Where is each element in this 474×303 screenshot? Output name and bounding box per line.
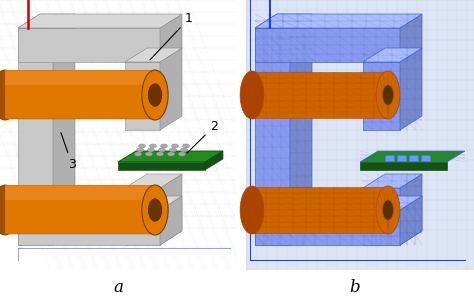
Polygon shape — [125, 62, 160, 130]
Polygon shape — [118, 151, 223, 162]
Text: a: a — [113, 278, 123, 295]
Polygon shape — [363, 62, 400, 130]
Ellipse shape — [376, 186, 400, 234]
Polygon shape — [160, 174, 182, 245]
Bar — [385, 155, 394, 161]
Polygon shape — [18, 14, 75, 28]
Ellipse shape — [156, 152, 164, 156]
Ellipse shape — [146, 152, 153, 156]
Polygon shape — [18, 196, 182, 210]
Polygon shape — [18, 28, 53, 245]
Ellipse shape — [170, 148, 176, 152]
Ellipse shape — [240, 71, 264, 119]
Ellipse shape — [0, 70, 18, 120]
Polygon shape — [255, 14, 422, 28]
Polygon shape — [363, 174, 422, 188]
Polygon shape — [400, 14, 422, 62]
Polygon shape — [252, 72, 388, 118]
Polygon shape — [5, 186, 155, 234]
Ellipse shape — [147, 148, 155, 152]
Ellipse shape — [383, 85, 393, 105]
Bar — [236, 0, 246, 270]
Polygon shape — [5, 185, 155, 187]
Ellipse shape — [0, 185, 18, 235]
Ellipse shape — [149, 144, 156, 148]
Polygon shape — [125, 48, 182, 62]
Polygon shape — [18, 28, 160, 62]
Bar — [237, 0, 474, 270]
Polygon shape — [205, 151, 223, 170]
Ellipse shape — [172, 144, 179, 148]
Ellipse shape — [142, 185, 168, 235]
Bar — [421, 155, 430, 161]
Polygon shape — [400, 48, 422, 130]
Ellipse shape — [179, 152, 185, 156]
Polygon shape — [252, 187, 388, 233]
Polygon shape — [18, 210, 160, 245]
Ellipse shape — [182, 144, 190, 148]
Polygon shape — [5, 70, 155, 72]
Polygon shape — [400, 174, 422, 245]
Text: 3: 3 — [61, 133, 76, 171]
Ellipse shape — [240, 186, 264, 234]
Text: 1: 1 — [150, 12, 193, 60]
Ellipse shape — [148, 84, 162, 106]
Polygon shape — [125, 174, 182, 188]
Polygon shape — [5, 71, 155, 85]
Ellipse shape — [138, 144, 146, 148]
Polygon shape — [255, 14, 312, 28]
Text: 2: 2 — [187, 120, 218, 153]
Polygon shape — [255, 28, 290, 245]
Ellipse shape — [137, 148, 144, 152]
Bar — [409, 155, 418, 161]
Ellipse shape — [135, 152, 142, 156]
Ellipse shape — [383, 200, 393, 220]
Ellipse shape — [148, 199, 162, 221]
Ellipse shape — [142, 70, 168, 120]
Polygon shape — [255, 210, 400, 245]
Polygon shape — [363, 48, 422, 62]
Polygon shape — [53, 14, 75, 245]
Polygon shape — [255, 28, 400, 62]
Polygon shape — [255, 196, 422, 210]
Polygon shape — [290, 14, 312, 245]
Polygon shape — [125, 188, 160, 245]
Polygon shape — [118, 162, 205, 170]
Polygon shape — [360, 162, 447, 170]
Ellipse shape — [158, 148, 165, 152]
Ellipse shape — [376, 71, 400, 119]
Text: b: b — [350, 278, 360, 295]
Polygon shape — [5, 71, 155, 119]
Polygon shape — [160, 48, 182, 130]
Ellipse shape — [167, 152, 174, 156]
Polygon shape — [18, 14, 182, 28]
Polygon shape — [363, 188, 400, 245]
Polygon shape — [5, 186, 155, 200]
Ellipse shape — [161, 144, 167, 148]
Polygon shape — [360, 151, 465, 162]
Bar — [397, 155, 406, 161]
Polygon shape — [160, 196, 182, 245]
Ellipse shape — [181, 148, 188, 152]
Polygon shape — [160, 14, 182, 62]
Polygon shape — [400, 196, 422, 245]
